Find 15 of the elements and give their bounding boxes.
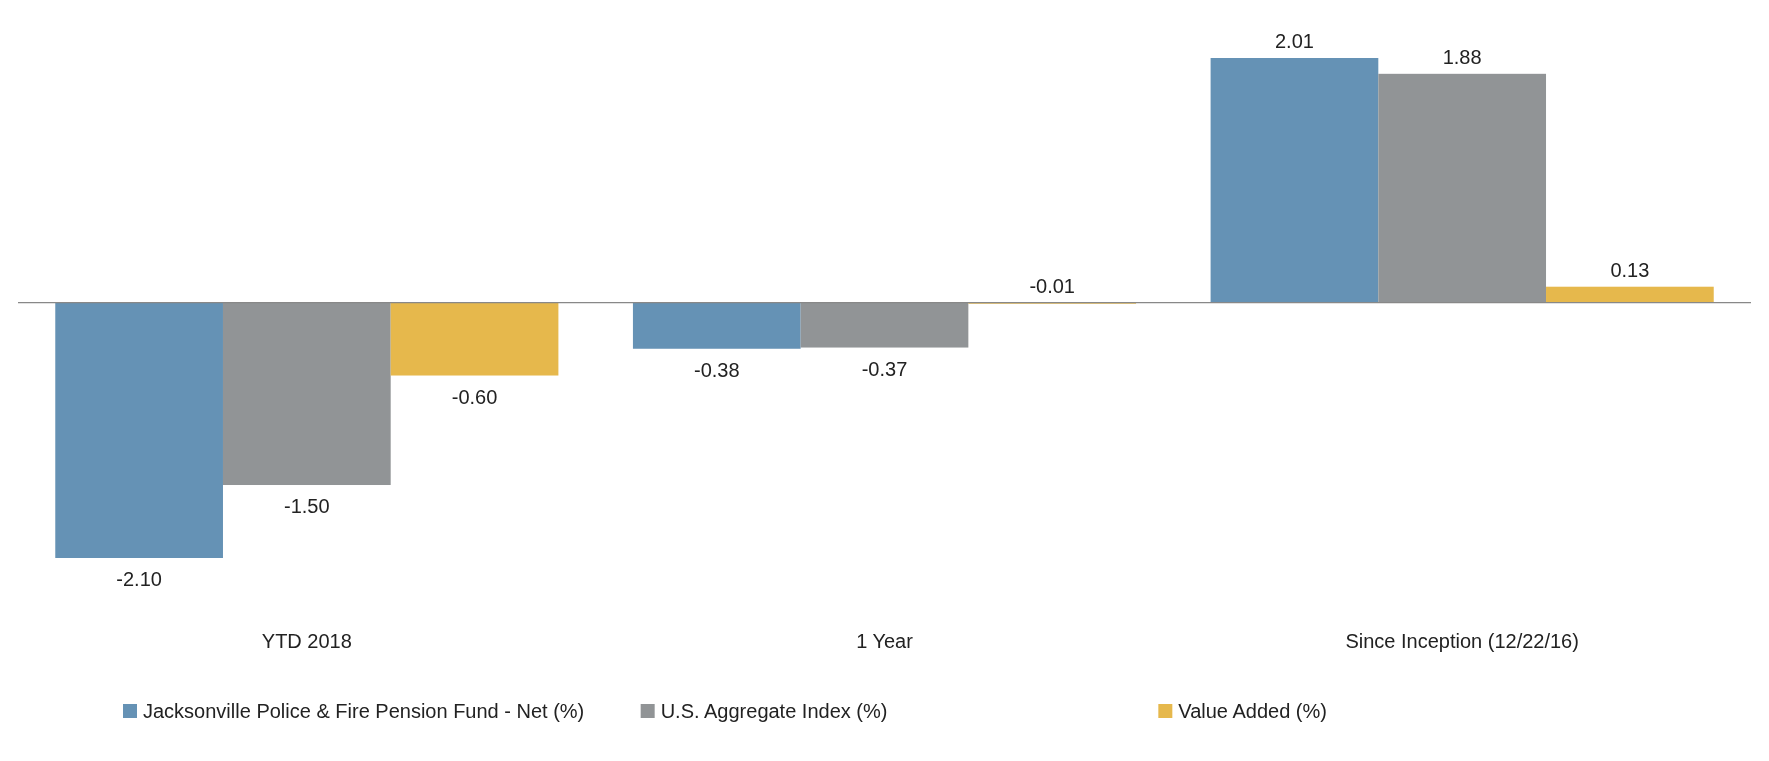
data-label: -1.50 [284, 495, 330, 518]
data-label: -0.60 [451, 385, 498, 408]
x-tick-label: 1 Year [856, 630, 914, 652]
x-tick-label: YTD 2018 [261, 630, 352, 652]
legend-label: Jacksonville Police & Fire Pension Fund - Net (%) [143, 700, 585, 722]
data-label: -0.01 [1029, 274, 1076, 297]
x-tick-label: Since Inception (12/22/16) [1345, 630, 1579, 652]
data-label: -2.10 [116, 568, 162, 590]
data-label: 1.88 [1442, 45, 1482, 68]
legend-label: U.S. Aggregate Index (%) [660, 700, 888, 722]
data-label: 2.01 [1274, 30, 1314, 52]
legend-label: Value Added (%) [1178, 700, 1327, 722]
data-label: -0.37 [861, 357, 908, 380]
data-label: 0.13 [1610, 258, 1650, 281]
data-label: -0.38 [693, 358, 740, 381]
